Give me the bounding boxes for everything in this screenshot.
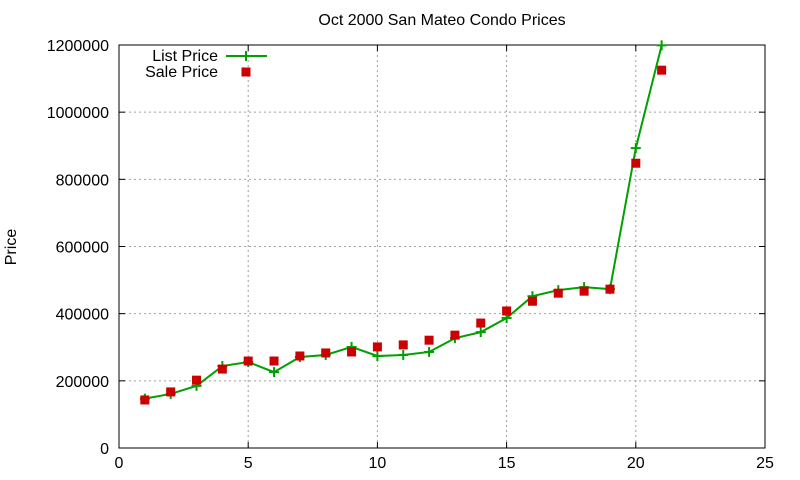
sale-price-point (347, 347, 357, 357)
y-tick-label: 600000 (56, 240, 109, 257)
x-tick-label: 5 (244, 455, 253, 472)
sale-price-point (217, 364, 227, 374)
plot-frame (118, 44, 766, 449)
legend-square-marker (241, 67, 251, 77)
sale-price-point (192, 375, 202, 385)
x-tick-label: 20 (627, 455, 645, 472)
sale-price-point (476, 318, 486, 328)
chart-title: Oct 2000 San Mateo Condo Prices (318, 12, 566, 29)
sale-price-point (631, 158, 641, 168)
sale-price-point (605, 284, 615, 294)
sale-price-point (321, 348, 331, 358)
sale-price-point (295, 351, 305, 361)
sale-price-point (166, 387, 176, 397)
x-tick-label: 10 (369, 455, 387, 472)
x-tick-label: 25 (756, 455, 774, 472)
sale-price-point (657, 65, 667, 75)
y-tick-label: 400000 (56, 307, 109, 324)
x-tick-label: 15 (498, 455, 516, 472)
legend-label: Sale Price (145, 64, 218, 81)
y-tick-label: 1200000 (47, 38, 109, 55)
sale-price-point (424, 335, 434, 345)
sale-price-point (527, 296, 537, 306)
sale-price-point (269, 356, 279, 366)
sale-price-point (398, 340, 408, 350)
sale-price-point (450, 330, 460, 340)
sale-price-point (579, 286, 589, 296)
y-tick-label: 200000 (56, 374, 109, 391)
sale-price-point (372, 342, 382, 352)
y-tick-label: 1000000 (47, 105, 109, 122)
sale-price-point (140, 395, 150, 405)
y-tick-label: 800000 (56, 172, 109, 189)
x-tick-label: 0 (115, 455, 124, 472)
sale-price-point (502, 306, 512, 316)
sale-price-point (553, 288, 563, 298)
y-tick-label: 0 (100, 441, 109, 458)
legend-label: List Price (152, 48, 218, 65)
sale-price-point (243, 356, 253, 366)
